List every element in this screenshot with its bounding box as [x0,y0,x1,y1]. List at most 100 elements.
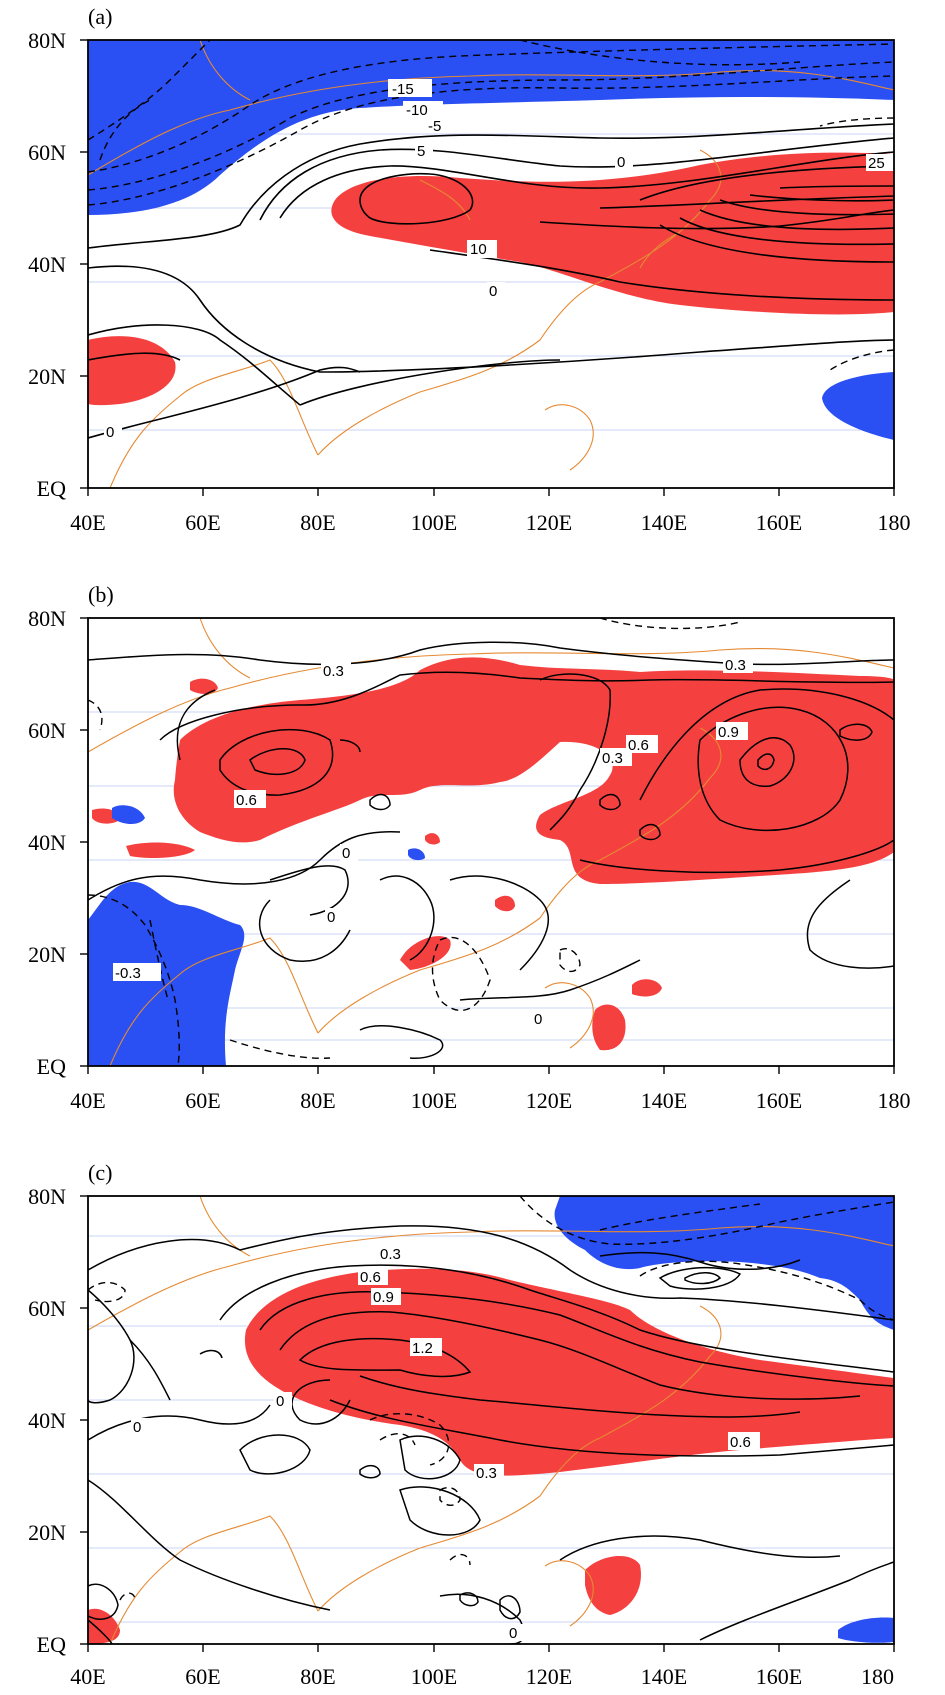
contour-label: 0.3 [476,1465,497,1482]
x-tick-label: 160E [756,1088,802,1113]
y-tick-label: 80N [28,1184,66,1209]
panel-c-y-ticks: 80N 60N 40N 20N EQ [28,1184,66,1657]
panel-c-negative-contours [88,1196,894,1601]
panel-a-y-ticks: 80N 60N 40N 20N EQ [28,28,66,501]
panel-b-positive-small-7 [632,979,662,997]
panel-c-x-ticks: 40E 60E 80E 100E 120E 140E 160E 180 [70,1664,894,1689]
x-tick-label: 100E [411,510,457,535]
x-tick-label: 180 [878,510,911,535]
x-tick-label: 80E [300,1088,335,1113]
x-tick-label: 80E [300,510,335,535]
panel-b-positive-small-5 [495,895,515,912]
panel-a-x-ticks: 40E 60E 80E 100E 120E 140E 160E 180 [70,510,910,535]
panel-a-positive-main [331,152,894,315]
x-tick-label: 120E [526,1088,572,1113]
y-tick-label: 40N [28,1408,66,1433]
contour-label: 0.3 [725,657,746,674]
panel-a-negative-se [822,372,894,440]
x-tick-label: 180 [878,1088,911,1113]
contour-label: 25 [868,155,885,172]
contour-label: 0.6 [236,792,257,809]
panel-a-coastlines [88,40,894,488]
y-tick-label: 40N [28,252,66,277]
x-tick-label: 140E [641,1088,687,1113]
x-tick-label: 140E [641,510,687,535]
x-tick-label: 100E [411,1664,457,1689]
x-tick-label: 60E [185,510,220,535]
x-tick-label: 40E [70,1664,105,1689]
panel-a-negative-contours [88,40,894,371]
contour-label: -10 [406,102,428,119]
panel-b-tick-marks [80,617,895,1074]
panel-c-positive-small-1 [585,1555,641,1615]
contour-label: 0 [534,1011,542,1028]
panel-b: (b) [28,582,910,1113]
contour-label: 0.3 [380,1246,401,1263]
y-tick-label: EQ [37,1054,66,1079]
panel-b-positive-small-6 [592,1004,626,1051]
y-tick-label: 80N [28,28,66,53]
y-tick-label: EQ [37,476,66,501]
x-tick-label: 160E [756,1664,802,1689]
contour-label: 0 [133,1419,141,1436]
panel-b-negative-west [88,881,245,1066]
contour-label: -15 [392,81,414,98]
panel-a-positive-west [88,336,176,406]
panel-b-x-ticks: 40E 60E 80E 100E 120E 140E 160E 180 [70,1088,910,1113]
contour-label: 0.9 [718,724,739,741]
x-tick-label: 140E [641,1664,687,1689]
contour-label: -0.3 [115,965,141,982]
contour-label: 0 [489,283,497,300]
y-tick-label: 60N [28,140,66,165]
panel-b-positive-small-4 [400,936,451,970]
x-tick-label: 80E [300,1664,335,1689]
panel-c-label: (c) [88,1160,112,1185]
y-tick-label: 40N [28,830,66,855]
contour-label: 0.9 [373,1289,394,1306]
y-tick-label: 20N [28,1520,66,1545]
panel-b-positive-small-8 [425,833,440,845]
panel-a-contour-labels: -15 -10 -5 5 0 10 0 0 25 [104,79,894,441]
contour-label: 0.6 [360,1269,381,1286]
panel-a-negative-north [88,40,894,215]
contour-label: -5 [428,118,441,135]
contour-label: 1.2 [412,1340,433,1357]
panel-c-positive-main [244,1268,894,1476]
contour-label: 0.3 [323,663,344,680]
panel-b-negative-contours [88,618,741,1066]
panel-b-contours [88,641,894,1059]
panel-a-positive-contours [88,123,894,439]
panel-b-positive-small-3 [126,842,195,858]
x-tick-label: 40E [70,1088,105,1113]
y-tick-label: 20N [28,364,66,389]
x-tick-label: 100E [411,1088,457,1113]
panel-b-label: (b) [88,582,114,607]
y-tick-label: 20N [28,942,66,967]
contour-label: 0 [106,424,114,441]
panel-c-positive-small-2 [88,1608,120,1644]
contour-label: 0.6 [730,1434,751,1451]
contour-label: 0 [509,1625,517,1642]
panel-b-contour-labels: 0.3 0.3 0.6 0.3 0.6 0.9 0 0 -0.3 0 [113,656,753,1028]
y-tick-label: 80N [28,606,66,631]
panel-a-tick-marks [80,39,895,496]
contour-label: 0 [342,845,350,862]
contour-label: 10 [470,241,487,258]
panel-b-negative-small-2 [408,848,425,861]
y-tick-label: 60N [28,718,66,743]
panel-c-contour-labels: 0.3 0.6 0.9 1.2 0 0 0.3 0.6 0 [131,1245,760,1642]
x-tick-label: 60E [185,1664,220,1689]
x-tick-label: 120E [526,1664,572,1689]
contour-label: 0 [327,909,335,926]
y-tick-label: 60N [28,1296,66,1321]
contour-label: 0 [276,1393,284,1410]
panel-a: (a) [28,4,910,535]
panel-b-y-ticks: 80N 60N 40N 20N EQ [28,606,66,1079]
panel-c-coastlines [88,1196,894,1644]
x-tick-label: 60E [185,1088,220,1113]
panel-b-positive-small-1 [190,678,218,694]
contour-label: 0.6 [628,737,649,754]
panel-c-contours [88,1225,894,1644]
contour-label: 5 [417,143,425,160]
contour-label: 0 [617,154,625,171]
